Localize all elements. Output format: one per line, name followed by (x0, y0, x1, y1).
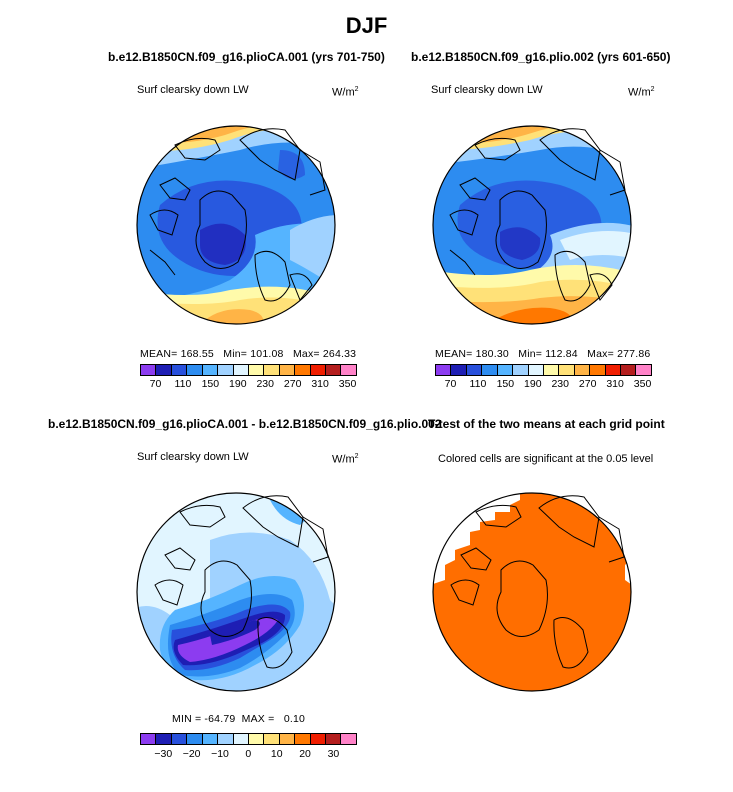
panel-3-title: b.e12.B1850CN.f09_g16.plioCA.001 - b.e12… (48, 417, 442, 431)
colorbar-swatch (202, 734, 219, 744)
colorbar-tick-label: 30 (327, 748, 340, 760)
colorbar-tick-label: 350 (633, 378, 652, 390)
colorbar-swatch (248, 734, 265, 744)
colorbar-swatch (171, 365, 188, 375)
colorbar-swatch (156, 734, 172, 744)
colorbar-swatch (171, 734, 188, 744)
panel-3-variable: Surf clearsky down LW (137, 451, 249, 463)
colorbar-swatch (141, 365, 157, 375)
panel-3-units: W/m2 (332, 453, 359, 466)
colorbar-tick-label: 20 (299, 748, 311, 760)
colorbar-tick-label: −20 (182, 748, 201, 760)
panel-2-stats: MEAN= 180.30 Min= 112.84 Max= 277.86 (435, 348, 651, 360)
colorbar-tick-label: 270 (578, 378, 597, 390)
colorbar-tick-label: 190 (229, 378, 247, 390)
colorbar-swatch (466, 365, 483, 375)
colorbar-tick-label: 310 (606, 378, 624, 390)
colorbar-tick-label: 70 (444, 378, 457, 390)
colorbar-tick-label: 110 (469, 378, 487, 390)
colorbar-tick-label: 230 (551, 378, 569, 390)
panel-2-units: W/m2 (628, 86, 655, 99)
colorbar-swatch (279, 365, 296, 375)
panel-4-subtitle: Colored cells are significant at the 0.0… (438, 453, 654, 465)
colorbar-swatch (233, 365, 249, 375)
colorbar-swatch (264, 734, 280, 744)
colorbar-swatch (156, 365, 172, 375)
colorbar-swatch (482, 365, 498, 375)
colorbar-swatch (636, 365, 651, 375)
colorbar-tick-label: 230 (256, 378, 274, 390)
colorbar-tick-label: 70 (149, 378, 162, 390)
colorbar-tick-label: 110 (174, 378, 192, 390)
colorbar-swatch (497, 365, 514, 375)
colorbar-swatch (310, 734, 327, 744)
colorbar-swatch (264, 365, 280, 375)
colorbar-tick-label: 190 (524, 378, 542, 390)
colorbar-swatch (451, 365, 467, 375)
panel-3-stats: MIN = -64.79 MAX = 0.10 (172, 713, 306, 725)
colorbar-tick-label: −10 (211, 748, 229, 760)
colorbar-swatch (574, 365, 591, 375)
panel-3-colorbar (140, 733, 357, 745)
colorbar-swatch (341, 734, 356, 744)
panel-1-colorbar (140, 364, 357, 376)
panel-2-title: b.e12.B1850CN.f09_g16.plio.002 (yrs 601-… (411, 50, 671, 64)
panel-1-stats: MEAN= 168.55 Min= 101.08 Max= 264.33 (140, 348, 357, 360)
colorbar-swatch (248, 365, 265, 375)
colorbar-swatch (513, 365, 529, 375)
colorbar-tick-label: −30 (154, 748, 173, 760)
colorbar-swatch (202, 365, 219, 375)
colorbar-swatch (233, 734, 249, 744)
colorbar-tick-label: 310 (311, 378, 329, 390)
panel-1-units: W/m2 (332, 86, 359, 99)
colorbar-tick-label: 270 (283, 378, 302, 390)
colorbar-tick-label: 150 (496, 378, 515, 390)
colorbar-swatch (295, 365, 311, 375)
colorbar-swatch (218, 365, 234, 375)
colorbar-swatch (187, 365, 203, 375)
colorbar-swatch (528, 365, 544, 375)
colorbar-swatch (279, 734, 296, 744)
colorbar-swatch (436, 365, 452, 375)
colorbar-swatch (295, 734, 311, 744)
panel-4-title: T-test of the two means at each grid poi… (428, 417, 665, 431)
colorbar-swatch (326, 734, 342, 744)
colorbar-swatch (590, 365, 606, 375)
panel-1-variable: Surf clearsky down LW (137, 84, 249, 96)
colorbar-swatch (559, 365, 575, 375)
colorbar-swatch (326, 365, 342, 375)
colorbar-swatch (543, 365, 560, 375)
colorbar-tick-label: 350 (338, 378, 357, 390)
colorbar-swatch (187, 734, 203, 744)
colorbar-tick-label: 10 (270, 748, 283, 760)
panel-2-variable: Surf clearsky down LW (431, 84, 543, 96)
figure-title: DJF (345, 13, 388, 38)
panel-1-title: b.e12.B1850CN.f09_g16.plioCA.001 (yrs 70… (108, 50, 385, 64)
colorbar-swatch (310, 365, 327, 375)
colorbar-swatch (141, 734, 157, 744)
colorbar-tick-label: 0 (245, 748, 252, 760)
colorbar-swatch (621, 365, 637, 375)
colorbar-swatch (605, 365, 622, 375)
panel-2-colorbar (435, 364, 652, 376)
colorbar-swatch (341, 365, 356, 375)
colorbar-tick-label: 150 (201, 378, 220, 390)
colorbar-swatch (218, 734, 234, 744)
